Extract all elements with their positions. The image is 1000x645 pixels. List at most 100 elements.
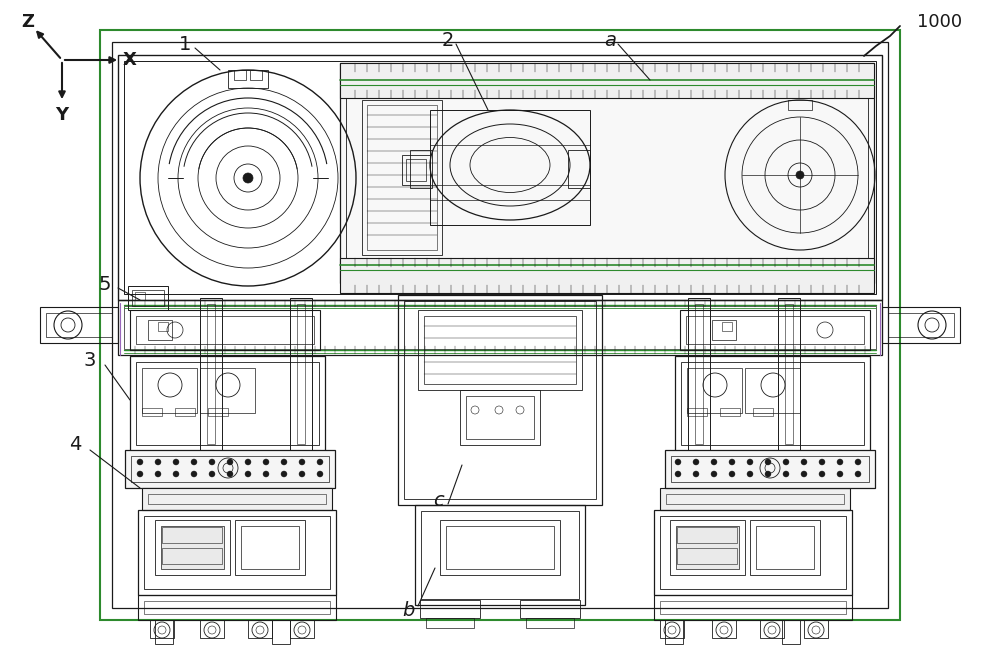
Bar [131,456,329,482]
Bar [687,408,707,416]
Bar [272,620,290,644]
Bar [138,595,336,620]
Bar [760,620,784,638]
Bar [654,595,852,620]
Bar [124,61,876,294]
Circle shape [227,459,233,465]
Bar [676,526,739,569]
Bar [367,105,437,250]
Text: 5: 5 [99,275,111,295]
Text: Y: Y [55,106,69,124]
Bar [712,620,736,638]
Bar [670,520,745,575]
Circle shape [675,459,681,465]
Circle shape [317,459,323,465]
Bar [144,601,330,614]
Bar [112,42,888,608]
Bar [677,548,737,564]
Bar [410,150,432,188]
Bar [136,362,319,445]
Bar [132,290,164,306]
Circle shape [155,471,161,477]
Bar [785,304,793,444]
Bar [290,620,314,638]
Circle shape [191,471,197,477]
Circle shape [693,471,699,477]
Bar [142,408,162,416]
Bar [138,510,336,595]
Circle shape [711,471,717,477]
Circle shape [281,459,287,465]
Bar [745,368,800,413]
Bar [200,620,224,638]
Bar [695,304,703,444]
Bar [418,310,582,390]
Bar [687,368,742,413]
Circle shape [765,471,771,477]
Text: X: X [123,51,137,69]
Bar [421,511,579,599]
Circle shape [783,471,789,477]
Bar [712,320,736,340]
Circle shape [747,471,753,477]
Bar [782,620,800,644]
Bar [297,304,305,444]
Bar [756,526,814,569]
Circle shape [209,459,215,465]
Circle shape [801,459,807,465]
Bar [155,520,230,575]
Bar [130,310,320,350]
Bar [440,520,560,575]
Bar [100,30,900,620]
Bar [346,69,868,277]
Bar [241,526,299,569]
Circle shape [729,471,735,477]
Circle shape [837,471,843,477]
Bar [424,316,576,384]
Bar [135,292,145,300]
Bar [208,408,228,416]
Bar [162,527,222,543]
Circle shape [783,459,789,465]
Bar [750,520,820,575]
Bar [148,320,172,340]
Bar [660,620,684,638]
Circle shape [729,459,735,465]
Bar [665,620,683,644]
Circle shape [137,459,143,465]
Bar [200,298,222,450]
Bar [46,313,112,337]
Bar [200,368,255,413]
Bar [671,456,869,482]
Bar [466,396,534,439]
Bar [406,159,426,181]
Bar [420,600,480,618]
Circle shape [263,459,269,465]
Circle shape [819,459,825,465]
Bar [688,298,710,450]
Text: b: b [402,600,414,619]
Bar [234,70,246,80]
Bar [568,150,590,188]
Bar [343,166,368,190]
Bar [340,258,874,293]
Bar [348,170,363,186]
Bar [526,618,574,628]
Circle shape [209,471,215,477]
Circle shape [819,471,825,477]
Circle shape [796,171,804,179]
Bar [404,301,596,499]
Bar [362,100,442,255]
Circle shape [227,471,233,477]
Bar [430,110,590,225]
Circle shape [675,471,681,477]
Circle shape [263,471,269,477]
Circle shape [765,459,771,465]
Bar [720,408,740,416]
Bar [753,408,773,416]
Bar [804,620,828,638]
Circle shape [747,459,753,465]
Bar [125,450,335,488]
Circle shape [155,459,161,465]
Bar [665,450,875,488]
